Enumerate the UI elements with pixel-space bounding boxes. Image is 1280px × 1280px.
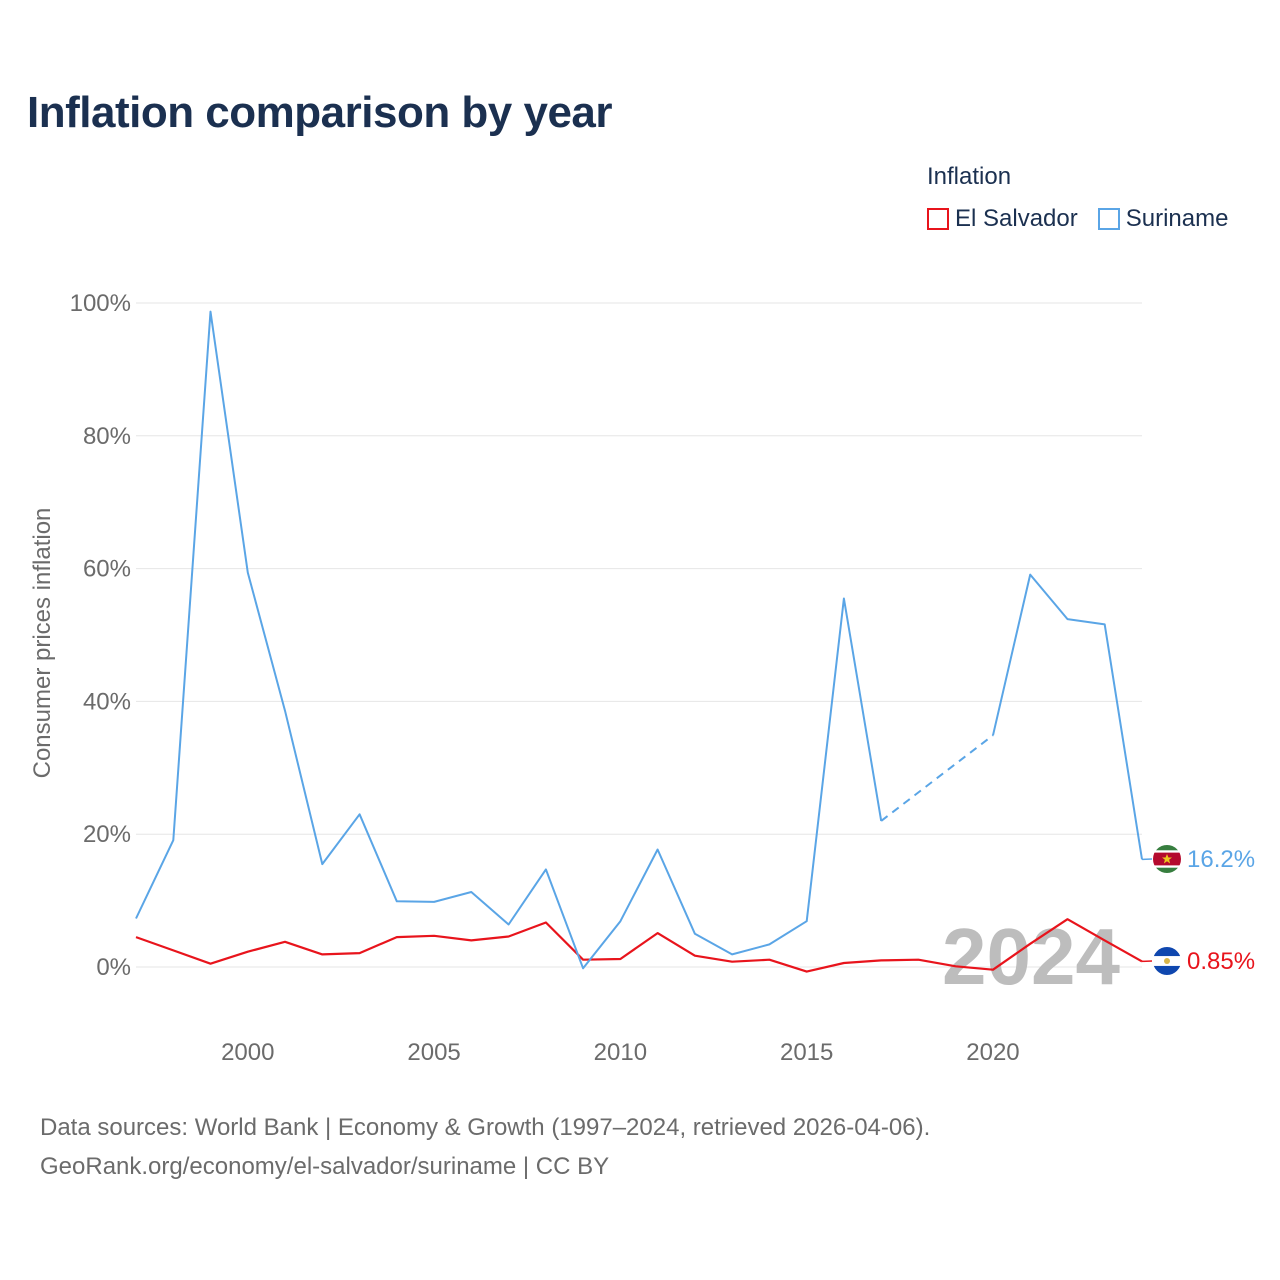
x-tick-label: 2020 [966, 1039, 1019, 1066]
y-tick-label: 20% [83, 821, 131, 848]
grid [136, 302, 1142, 968]
legend-item-el-salvador[interactable]: El Salvador [927, 205, 1078, 233]
series-lines [135, 310, 1143, 973]
legend-swatch-suriname [1097, 208, 1120, 230]
y-tick-label: 60% [83, 556, 131, 583]
suriname-flag-icon [1152, 844, 1182, 874]
series-line-suriname [992, 573, 1143, 860]
end-labels: 0.85% 16.2% [1141, 844, 1255, 976]
y-tick-label: 100% [70, 290, 131, 317]
y-axis-label: Consumer prices inflation [29, 508, 56, 779]
legend: El Salvador Suriname [927, 205, 1248, 233]
x-tick-label: 2015 [780, 1039, 833, 1066]
x-tick-label: 2000 [221, 1039, 274, 1066]
y-tick-label: 0% [96, 954, 131, 981]
series-line-el-salvador [135, 918, 1143, 973]
x-tick-label: 2005 [407, 1039, 460, 1066]
end-value-label-suriname: 16.2% [1187, 846, 1255, 873]
y-tick-label: 40% [83, 688, 131, 715]
end-value-label-el-salvador: 0.85% [1187, 948, 1255, 975]
year-watermark: 2024 [942, 912, 1120, 1001]
legend-swatch-el-salvador [927, 208, 949, 230]
x-tick-label: 2010 [594, 1039, 647, 1066]
source-note: Data sources: World Bank | Economy & Gro… [40, 1108, 930, 1186]
legend-label-el-salvador: El Salvador [955, 205, 1078, 232]
source-line-1: Data sources: World Bank | Economy & Gro… [40, 1114, 931, 1141]
chart-title: Inflation comparison by year [27, 88, 613, 137]
series-line-suriname [135, 310, 883, 970]
y-tick-label: 80% [83, 423, 131, 450]
source-line-2[interactable]: GeoRank.org/economy/el-salvador/suriname… [40, 1153, 610, 1180]
el-salvador-flag-icon [1152, 946, 1182, 976]
legend-item-suriname[interactable]: Suriname [1097, 205, 1229, 233]
legend-label-suriname: Suriname [1125, 205, 1229, 232]
series-dashed-suriname [880, 734, 994, 822]
x-axis-ticks: 2000 2005 2010 2015 2020 [221, 1039, 1020, 1066]
legend-title: Inflation [927, 163, 1012, 190]
y-axis-ticks: 0% 20% 40% 60% 80% 100% [70, 290, 131, 981]
